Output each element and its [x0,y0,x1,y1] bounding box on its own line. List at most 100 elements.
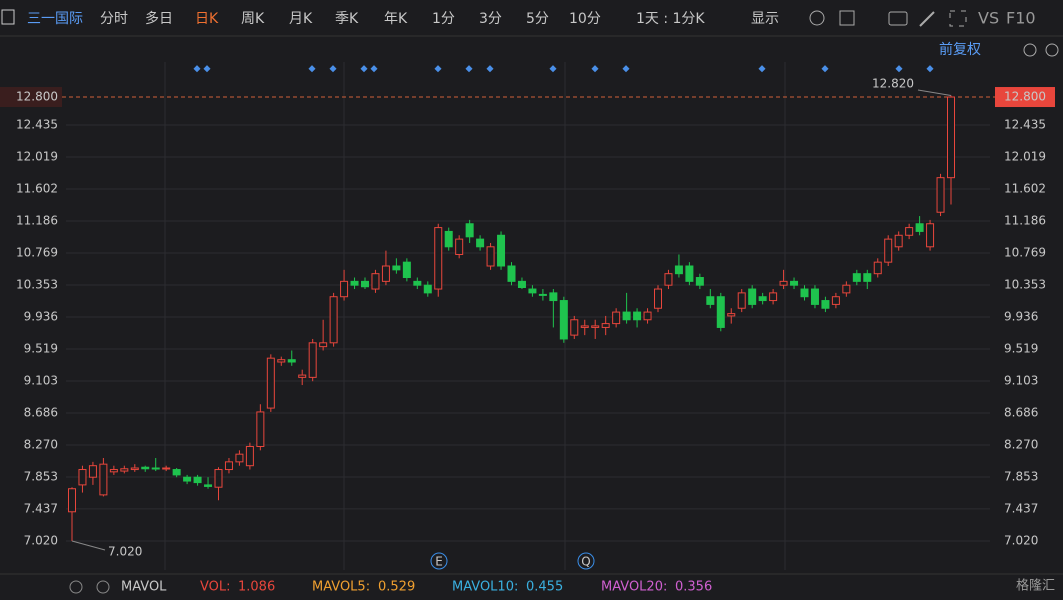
candle-body [130,467,139,471]
candle-body [78,469,87,486]
ma5-value: 0.529 [378,580,415,595]
settings-icon[interactable] [809,10,825,26]
candle-body [287,359,296,363]
zoom-in[interactable] [1045,43,1059,57]
fullscreen-icon[interactable] [949,10,967,27]
last-price-label: 12.800 [16,90,58,104]
y-tick-label-right: 10.769 [1004,246,1046,260]
camera-icon[interactable] [888,11,908,26]
candle-body [68,488,76,513]
candle-body [214,469,223,488]
candle-body [695,277,704,286]
y-tick-label: 9.103 [24,373,58,387]
tab[interactable]: 10分 [569,11,601,27]
last-price-box-right [995,87,1055,108]
period[interactable]: 1天 : 1分K [636,11,705,27]
y-tick-label-right: 8.270 [1004,437,1038,451]
event-marker-ring [430,552,448,570]
y-tick-label-right: 12.019 [1004,150,1046,164]
candle-body [204,484,213,487]
candle-body [476,238,485,248]
candle-body [528,288,537,294]
indicator-close[interactable] [96,580,110,594]
candle-body [538,293,547,296]
candle-body [612,311,621,325]
event-marker-ring [577,552,595,570]
candle-body [821,300,830,309]
candle-body [381,265,390,282]
candle-body [685,265,694,282]
box-icon[interactable] [839,10,855,26]
candle-body [622,311,631,321]
candle-body [109,469,118,473]
y-tick-label: 7.437 [24,501,58,515]
candle-body [308,342,317,378]
candle-body [99,463,108,496]
y-tick-label: 8.270 [24,437,58,451]
candle-body [748,288,757,305]
event-marker: E [435,555,443,569]
y-tick-label: 9.519 [24,342,58,356]
candle-body [559,300,568,340]
indicator-name[interactable]: MAVOL [121,580,167,595]
candle-body [444,230,453,248]
candle-body [245,445,254,467]
indicator-settings[interactable] [69,580,83,594]
tab[interactable]: 分时 [100,11,128,27]
tab[interactable]: 多日 [145,10,173,27]
candle-body [507,265,516,282]
y-tick-label-right: 8.686 [1004,406,1038,420]
max-pointer [917,89,952,96]
candle-body [517,280,526,289]
tab[interactable]: 3分 [479,11,502,27]
tab[interactable]: 季K [335,11,359,27]
candle-body [758,296,767,302]
candle-body [319,342,328,348]
candle-body [947,96,955,179]
candle-body [141,466,150,470]
pen-icon[interactable] [919,11,935,27]
y-tick-label-right: 11.602 [1004,182,1046,196]
candle-body [915,223,924,232]
candle-body [162,467,171,470]
tab[interactable]: 5分 [526,11,549,27]
zoom-out[interactable] [1023,43,1037,57]
candle-body [455,238,464,255]
candle-body [905,227,914,236]
display[interactable]: 显示 [751,11,779,27]
adjust[interactable]: 前复权 [939,41,981,58]
candle-body [151,467,160,470]
v-grid [164,62,786,570]
f10[interactable]: F10 [1006,9,1036,28]
event-marker: Q [581,555,590,569]
candle-body [601,323,610,328]
candle-body [266,357,275,409]
ma20-label: MAVOL20: [601,580,667,595]
y-tick-label: 10.353 [16,277,58,291]
candle-body [413,280,422,286]
candle-body [779,280,788,286]
candle-body [350,280,359,286]
tab[interactable]: 周K [241,11,265,27]
candle-body [643,311,652,321]
tab[interactable]: 1分 [432,11,455,27]
event-dots [193,65,934,73]
candle-body [863,273,872,282]
candle-body [224,461,233,471]
logo: 格隆汇 [1016,578,1055,594]
candle-body [549,292,558,302]
tab[interactable]: 日K [195,11,219,27]
vol-label: VOL: [200,580,231,595]
min-pointer [71,540,106,551]
tab[interactable]: 月K [289,11,313,27]
candle-body [873,261,882,275]
candle-body [716,296,725,328]
candle-body [580,325,589,328]
stock-name[interactable]: 三一国际 [27,11,83,27]
vs[interactable]: VS [978,9,999,28]
y-tick-label-right: 12.435 [1004,118,1046,132]
tab[interactable]: 年K [384,11,408,27]
menu-icon[interactable] [1,9,15,25]
